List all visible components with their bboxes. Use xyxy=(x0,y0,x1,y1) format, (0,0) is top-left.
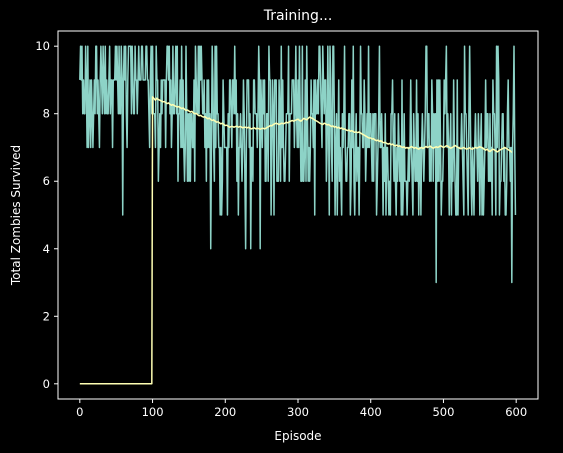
y-tick-label: 8 xyxy=(43,107,50,121)
y-tick-label: 6 xyxy=(43,174,50,188)
x-axis-ticks: 0 100 200 300 400 500 600 xyxy=(76,399,527,419)
chart-title: Training... xyxy=(263,8,333,24)
x-tick-label: 0 xyxy=(76,405,83,419)
x-tick-label: 400 xyxy=(360,405,382,419)
x-tick-label: 100 xyxy=(142,405,164,419)
y-tick-label: 0 xyxy=(43,377,50,391)
series-line-moving-average xyxy=(79,96,513,385)
y-tick-label: 10 xyxy=(35,39,50,53)
x-tick-label: 300 xyxy=(287,405,309,419)
series-line-raw xyxy=(79,45,517,284)
x-tick-label: 500 xyxy=(432,405,454,419)
y-axis-label: Total Zombies Survived xyxy=(9,145,23,286)
x-tick-label: 600 xyxy=(505,405,527,419)
x-tick-label: 200 xyxy=(214,405,236,419)
y-axis-ticks: 0 2 4 6 8 10 xyxy=(35,39,58,391)
y-tick-label: 2 xyxy=(43,309,50,323)
x-axis-label: Episode xyxy=(274,429,321,443)
y-tick-label: 4 xyxy=(43,242,50,256)
series-layer xyxy=(79,45,517,385)
